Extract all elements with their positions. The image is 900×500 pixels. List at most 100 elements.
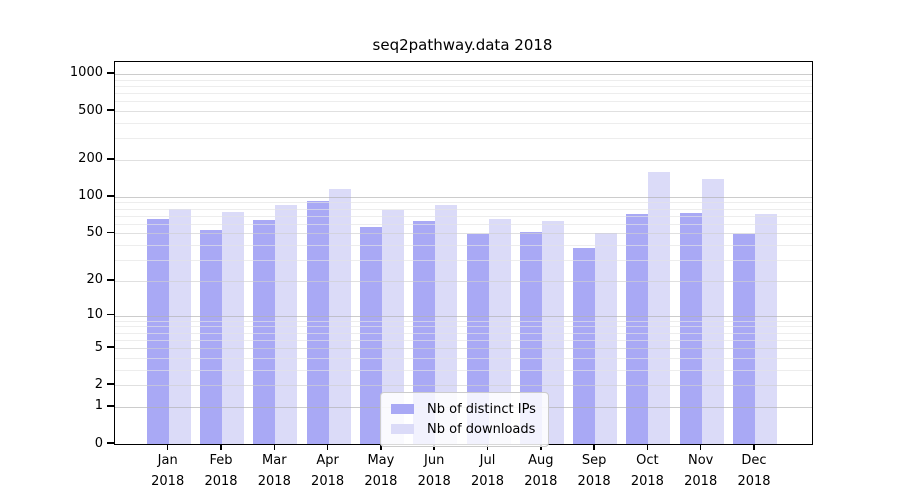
x-tick-mark (326, 444, 329, 450)
x-tick-year: 2018 (684, 474, 718, 489)
bar-downloads-jun (435, 205, 458, 444)
y-tick-label: 2 (94, 376, 103, 392)
x-tick-month: Feb (209, 453, 233, 468)
gridline (115, 111, 812, 113)
y-tick-label: 20 (86, 272, 103, 288)
x-tick-year: 2018 (311, 474, 345, 489)
x-tick-year: 2018 (577, 474, 611, 489)
gridline-minor (115, 357, 812, 359)
x-tick-year: 2018 (204, 474, 238, 489)
y-tick-mark (107, 313, 114, 316)
bar-distinct-ips-oct (626, 214, 649, 444)
legend-swatch-downloads (391, 424, 414, 434)
gridline-minor (115, 369, 812, 371)
y-tick-label: 0 (94, 435, 103, 451)
y-tick-label: 10 (86, 307, 103, 323)
x-tick-month: Sep (581, 453, 607, 468)
y-tick-label: 50 (86, 224, 103, 240)
x-tick-month: Oct (636, 453, 659, 468)
bar-distinct-ips-apr (306, 200, 329, 444)
x-tick-mark (753, 444, 755, 450)
x-tick-label-feb: Feb 2018 (189, 450, 253, 492)
x-tick-label-dec: Dec 2018 (722, 450, 786, 492)
x-tick-mark (433, 444, 435, 450)
gridline-minor (115, 122, 812, 124)
y-tick-mark (107, 158, 114, 160)
x-tick-label-oct: Oct 2018 (615, 450, 679, 492)
bar-distinct-ips-jan (146, 218, 169, 444)
gridline-minor (115, 93, 812, 95)
bar-downloads-nov (701, 178, 724, 444)
gridline-minor (115, 101, 812, 103)
x-tick-month: Nov (688, 453, 714, 468)
bar-distinct-ips-jul (466, 234, 489, 444)
y-tick-mark (107, 383, 114, 385)
y-tick-mark (107, 442, 114, 444)
x-tick-mark (593, 444, 595, 450)
y-tick-mark (107, 231, 114, 234)
y-tick-mark (107, 279, 114, 281)
bar-distinct-ips-sep (573, 247, 596, 444)
y-tick-label: 500 (78, 102, 103, 118)
x-tick-month: Jan (157, 453, 178, 468)
x-tick-label-aug: Aug 2018 (509, 450, 573, 492)
bar-distinct-ips-mar (253, 220, 276, 444)
y-tick-mark (107, 195, 114, 197)
y-tick-label: 200 (78, 151, 103, 167)
gridline-minor (115, 215, 812, 217)
legend-label-downloads: Nb of downloads (427, 421, 536, 437)
x-tick-mark (646, 444, 649, 450)
x-tick-month: Jul (479, 453, 496, 468)
y-tick-label: 5 (94, 339, 103, 355)
gridline-minor (115, 245, 812, 247)
y-tick-mark (107, 405, 114, 407)
x-tick-label-may: May 2018 (349, 450, 413, 492)
y-tick-mark (107, 72, 114, 74)
x-tick-label-apr: Apr 2018 (296, 450, 360, 492)
gridline (115, 159, 812, 161)
x-tick-month: Mar (262, 453, 287, 468)
x-tick-label-sep: Sep 2018 (562, 450, 626, 492)
gridline-minor (115, 320, 812, 322)
x-tick-mark (540, 444, 542, 450)
x-tick-year: 2018 (524, 474, 558, 489)
x-tick-label-jul: Jul 2018 (456, 450, 520, 492)
gridline (115, 280, 812, 282)
x-tick-month: Dec (741, 453, 767, 468)
y-tick-label: 100 (78, 188, 103, 204)
x-tick-mark (699, 444, 702, 450)
x-tick-month: Aug (528, 453, 554, 468)
gridline-minor (115, 85, 812, 87)
plot-area (114, 61, 813, 445)
gridline-minor (115, 326, 812, 328)
y-tick-mark (107, 109, 114, 111)
y-tick-mark (107, 346, 114, 348)
x-tick-year: 2018 (364, 474, 398, 489)
legend: Nb of distinct IPs Nb of downloads (380, 392, 549, 447)
gridline-major (115, 196, 812, 198)
bar-distinct-ips-feb (200, 230, 222, 444)
bar-downloads-feb (222, 212, 244, 444)
bar-downloads-mar (275, 205, 298, 444)
gridline-minor (115, 202, 812, 204)
gridline-minor (115, 332, 812, 334)
bar-downloads-oct (648, 171, 671, 444)
x-tick-month: Jun (424, 453, 445, 468)
legend-row-downloads: Nb of downloads (391, 419, 536, 439)
bar-distinct-ips-dec (733, 234, 755, 444)
x-tick-mark (486, 444, 489, 450)
x-tick-label-nov: Nov 2018 (669, 450, 733, 492)
gridline-minor (115, 79, 812, 81)
x-tick-year: 2018 (257, 474, 291, 489)
bar-distinct-ips-aug (519, 232, 542, 444)
x-tick-year: 2018 (630, 474, 664, 489)
x-tick-year: 2018 (737, 474, 771, 489)
x-tick-mark (166, 444, 169, 450)
x-tick-month: Apr (316, 453, 339, 468)
bar-distinct-ips-nov (679, 212, 702, 444)
y-tick-label: 1 (94, 398, 103, 414)
gridline-minor (115, 223, 812, 225)
gridline-minor (115, 138, 812, 140)
x-tick-year: 2018 (417, 474, 451, 489)
gridline-major (115, 315, 812, 317)
